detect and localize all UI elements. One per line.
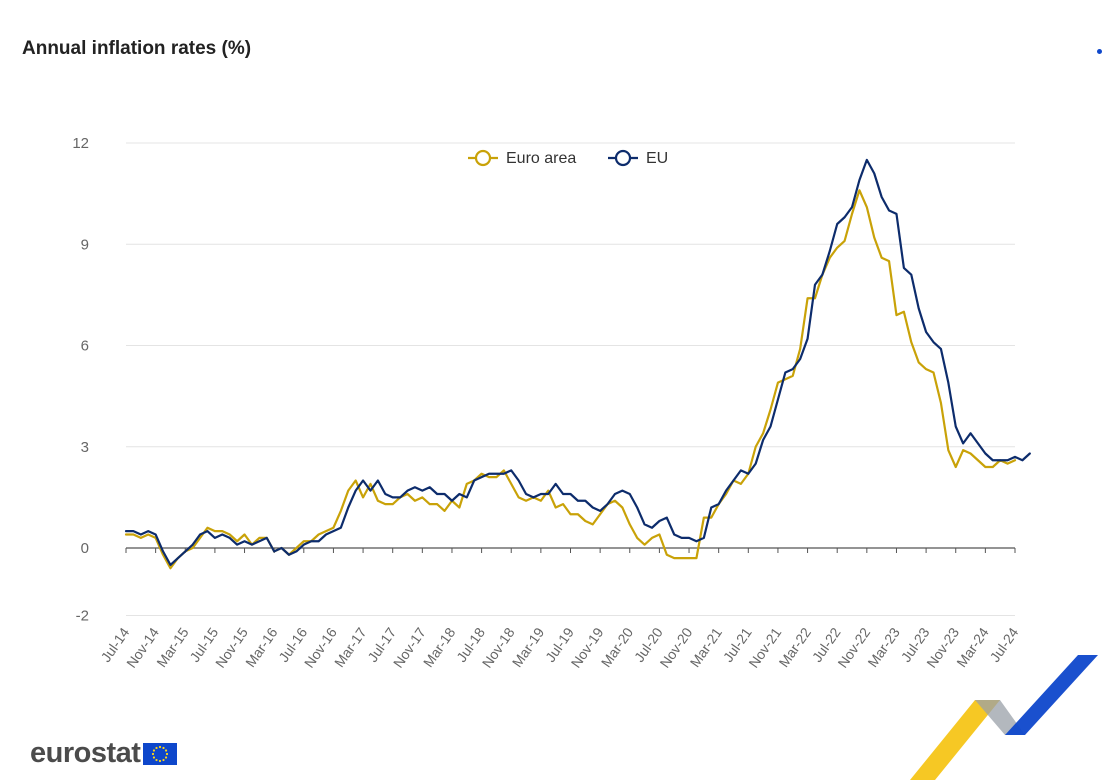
series-line-eu	[124, 158, 1031, 566]
y-tick-label: 3	[81, 439, 89, 456]
legend-marker	[614, 149, 632, 167]
y-tick-label: -2	[76, 608, 89, 625]
x-tick-label: Mar-15	[153, 624, 192, 670]
eu-flag-icon	[143, 742, 178, 765]
y-tick-label: 9	[81, 236, 89, 253]
series-line-euro-area	[124, 189, 1017, 570]
chart-title: Annual inflation rates (%)	[22, 38, 252, 59]
decorative-graphic	[910, 655, 1098, 780]
x-tick-label: Mar-16	[242, 624, 281, 670]
legend-item-0[interactable]: Euro area	[506, 150, 576, 167]
eurostat-logo: eurostat	[30, 737, 178, 770]
x-tick-label: Mar-19	[509, 624, 548, 670]
x-tick-label: Mar-18	[420, 624, 459, 670]
x-tick-label: Mar-20	[598, 624, 637, 670]
x-tick-label: Mar-22	[775, 624, 814, 670]
y-tick-label: 0	[81, 540, 89, 557]
legend-marker	[474, 149, 492, 167]
x-tick-label: Mar-21	[687, 624, 726, 670]
y-tick-label: 12	[72, 135, 89, 152]
menu-dot-icon[interactable]	[1097, 49, 1102, 54]
legend-item-1[interactable]: EU	[646, 150, 668, 167]
x-tick-label: Mar-17	[331, 624, 370, 670]
y-tick-label: 6	[81, 338, 89, 355]
logo-text: eurostat	[30, 737, 141, 769]
